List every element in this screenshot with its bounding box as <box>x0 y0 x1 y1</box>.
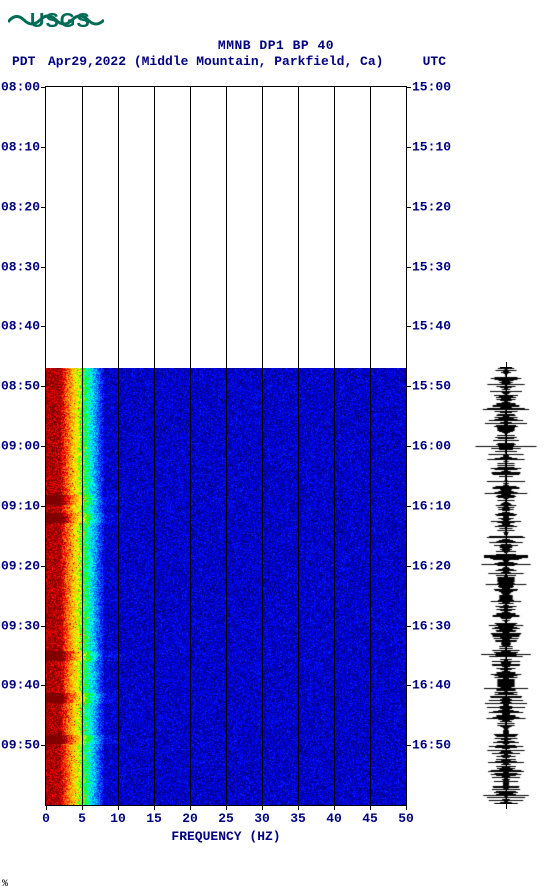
y-tick <box>406 267 411 268</box>
x-tick <box>46 805 47 810</box>
y-tick <box>406 506 411 507</box>
x-tick-label: 40 <box>326 811 342 826</box>
x-tick-label: 15 <box>146 811 162 826</box>
y-tick <box>406 745 411 746</box>
tz-left-label: PDT <box>12 54 35 69</box>
y-tick-label-right: 16:40 <box>412 678 451 693</box>
y-tick-label-left: 09:00 <box>1 439 40 454</box>
y-tick-label-right: 15:10 <box>412 139 451 154</box>
svg-text:USGS: USGS <box>30 10 91 32</box>
y-tick-label-right: 16:30 <box>412 618 451 633</box>
y-tick <box>41 326 46 327</box>
x-tick <box>262 805 263 810</box>
seismogram-trace <box>472 367 540 804</box>
y-tick <box>406 626 411 627</box>
y-tick-label-right: 16:10 <box>412 498 451 513</box>
x-tick-label: 10 <box>110 811 126 826</box>
y-tick-label-left: 08:10 <box>1 139 40 154</box>
y-tick <box>41 147 46 148</box>
y-tick-label-right: 15:50 <box>412 379 451 394</box>
y-tick-label-right: 15:20 <box>412 199 451 214</box>
y-tick-label-left: 08:30 <box>1 259 40 274</box>
x-tick <box>370 805 371 810</box>
seismogram-baseline <box>506 362 507 809</box>
y-tick-label-right: 15:40 <box>412 319 451 334</box>
y-tick <box>406 446 411 447</box>
x-tick <box>190 805 191 810</box>
x-tick-label: 0 <box>42 811 50 826</box>
y-tick <box>41 267 46 268</box>
x-tick-label: 20 <box>182 811 198 826</box>
y-tick-label-right: 16:20 <box>412 558 451 573</box>
x-tick <box>82 805 83 810</box>
y-tick-label-right: 15:30 <box>412 259 451 274</box>
x-tick-label: 35 <box>290 811 306 826</box>
y-tick-label-left: 09:20 <box>1 558 40 573</box>
y-tick-label-left: 08:20 <box>1 199 40 214</box>
y-tick-label-left: 09:50 <box>1 738 40 753</box>
y-tick-label-left: 09:40 <box>1 678 40 693</box>
y-tick-label-left: 08:00 <box>1 80 40 95</box>
x-tick <box>226 805 227 810</box>
y-tick <box>406 207 411 208</box>
y-tick <box>406 87 411 88</box>
spectrogram-canvas <box>46 368 406 805</box>
y-tick-label-left: 09:30 <box>1 618 40 633</box>
usgs-logo: USGS <box>8 6 104 32</box>
x-axis-title: FREQUENCY (HZ) <box>46 829 406 844</box>
y-tick-label-right: 15:00 <box>412 80 451 95</box>
x-tick <box>118 805 119 810</box>
y-tick <box>406 326 411 327</box>
y-tick <box>406 386 411 387</box>
y-tick <box>41 207 46 208</box>
y-tick-label-right: 16:50 <box>412 738 451 753</box>
date-location-label: Apr29,2022 (Middle Mountain, Parkfield, … <box>48 54 383 69</box>
spectrogram-plot: 0510152025303540455008:0008:1008:2008:30… <box>45 86 407 806</box>
x-tick <box>334 805 335 810</box>
x-tick <box>154 805 155 810</box>
x-tick-label: 30 <box>254 811 270 826</box>
x-tick-label: 25 <box>218 811 234 826</box>
y-tick <box>406 147 411 148</box>
x-tick <box>298 805 299 810</box>
y-tick-label-left: 08:40 <box>1 319 40 334</box>
y-tick-label-right: 16:00 <box>412 439 451 454</box>
x-tick-label: 5 <box>78 811 86 826</box>
y-tick <box>406 566 411 567</box>
y-tick <box>406 685 411 686</box>
y-tick-label-left: 09:10 <box>1 498 40 513</box>
x-tick-label: 50 <box>398 811 414 826</box>
chart-title: MMNB DP1 BP 40 <box>0 38 552 53</box>
footer-mark: % <box>2 879 8 890</box>
x-tick <box>406 805 407 810</box>
y-tick-label-left: 08:50 <box>1 379 40 394</box>
y-tick <box>41 87 46 88</box>
tz-right-label: UTC <box>423 54 446 69</box>
x-tick-label: 45 <box>362 811 378 826</box>
